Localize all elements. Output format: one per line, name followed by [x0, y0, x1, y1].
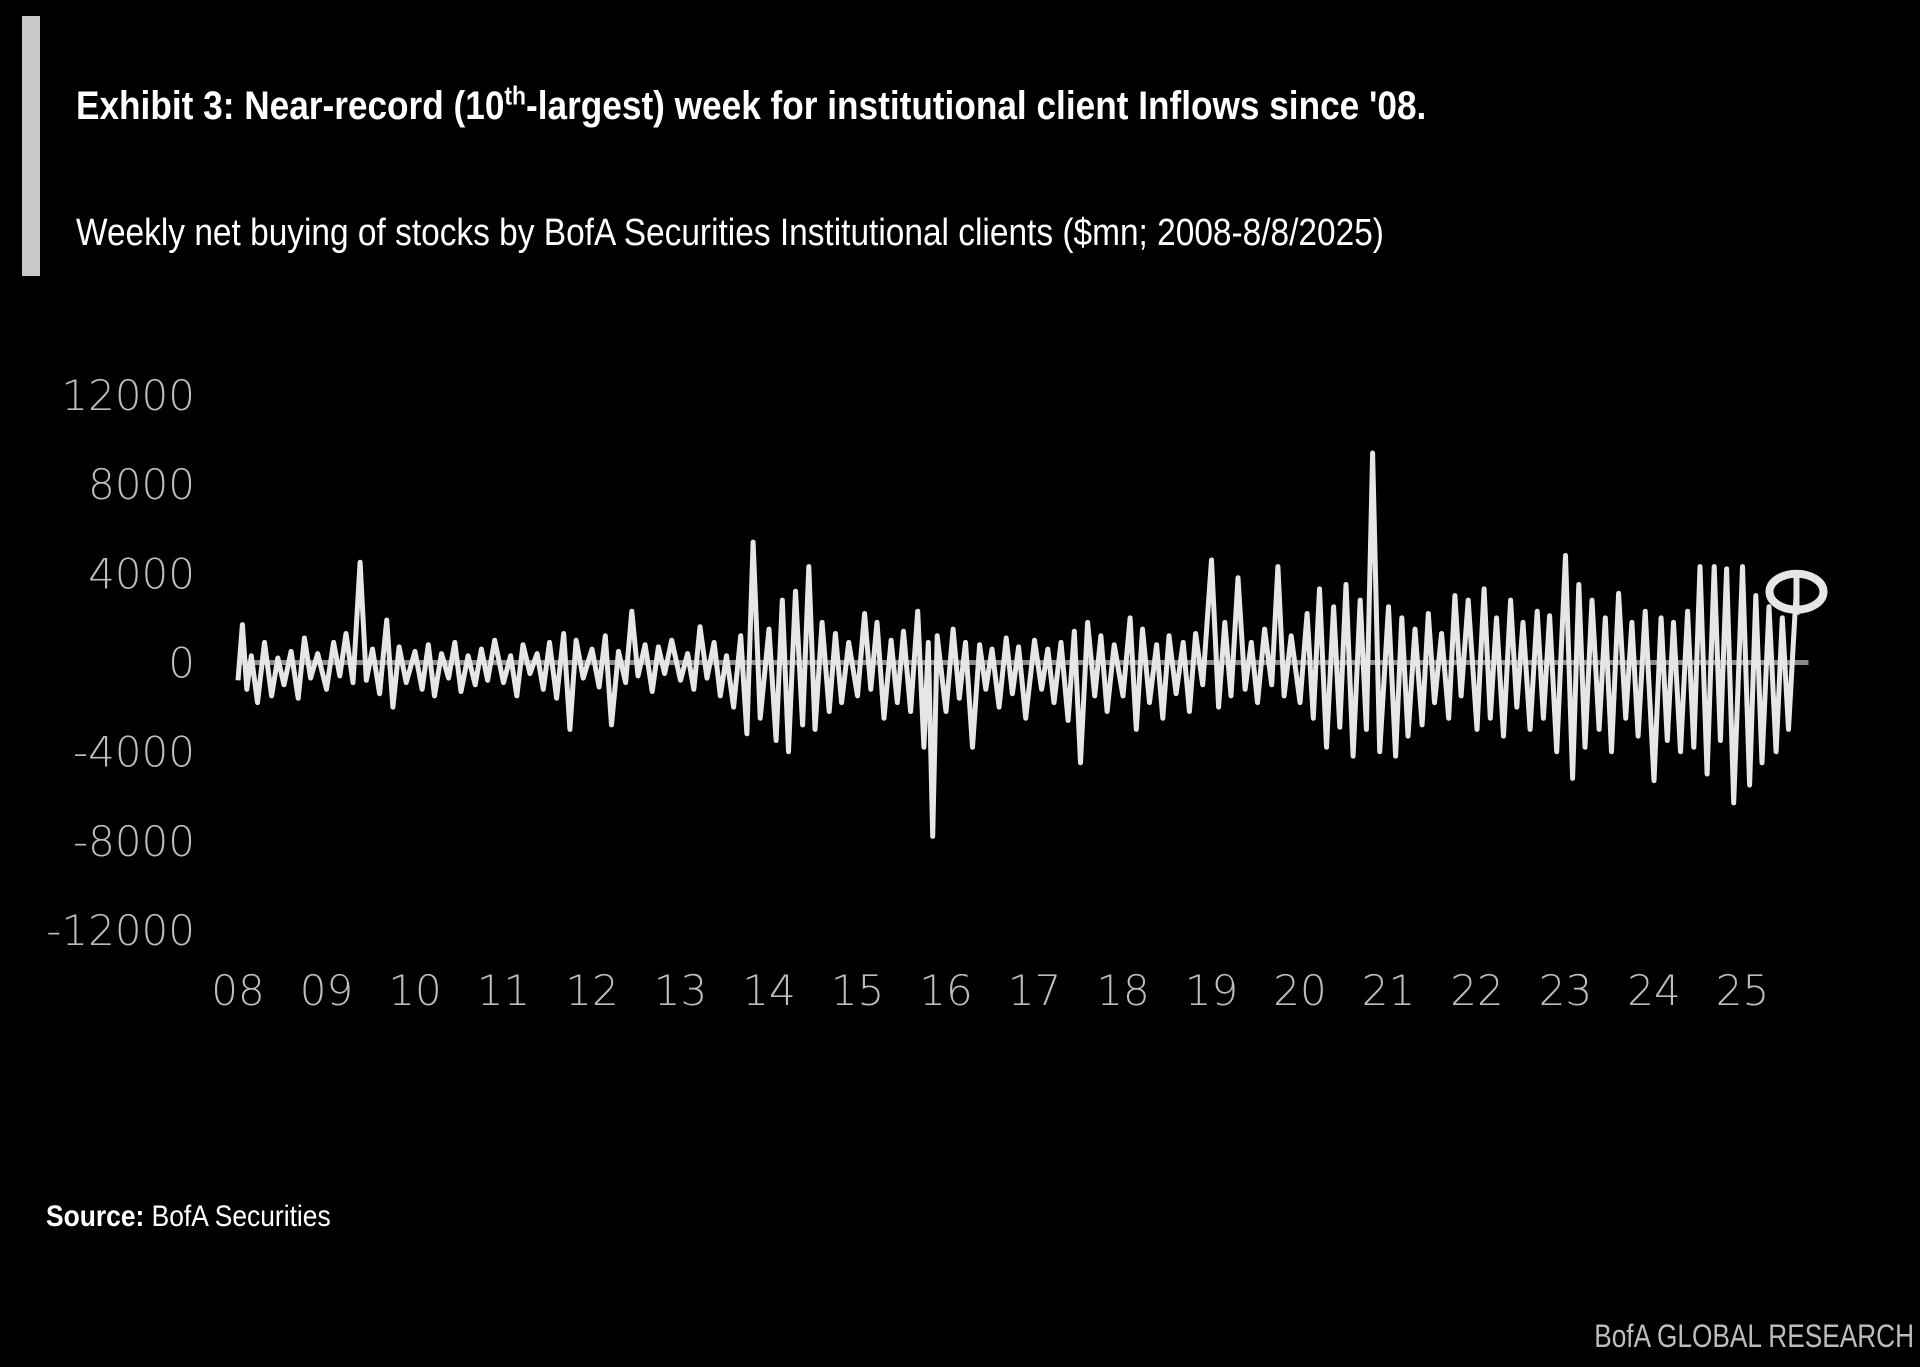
accent-bar: [22, 16, 40, 276]
x-tick-label: 24: [1627, 966, 1680, 1015]
y-tick-label: 0: [168, 639, 195, 688]
source-label: Source:: [46, 1200, 145, 1233]
x-tick-label: 18: [1096, 966, 1149, 1015]
chart-subtitle: Weekly net buying of stocks by BofA Secu…: [76, 212, 1384, 254]
branding-label: BofA GLOBAL RESEARCH: [1594, 1318, 1914, 1354]
y-tick-label: 8000: [88, 460, 195, 509]
x-tick-label: 08: [211, 966, 264, 1015]
x-tick-label: 15: [831, 966, 884, 1015]
x-tick-label: 25: [1716, 966, 1769, 1015]
x-tick-label: 19: [1185, 966, 1238, 1015]
x-tick-label: 12: [565, 966, 618, 1015]
x-tick-label: 10: [388, 966, 441, 1015]
x-tick-label: 13: [654, 966, 707, 1015]
chart-title: Exhibit 3: Near-record (10th-largest) we…: [76, 80, 1427, 128]
y-tick-label: -12000: [46, 906, 195, 955]
y-tick-label: -4000: [73, 728, 195, 777]
x-axis-ticks: 08 09 10 11 12 13 14 15 16 17 18 19 20 21 22 23 24 25: [211, 966, 1769, 1015]
y-tick-label: 4000: [88, 549, 195, 598]
x-tick-label: 09: [300, 966, 353, 1015]
x-tick-label: 17: [1008, 966, 1061, 1015]
y-tick-label: 12000: [61, 371, 195, 420]
x-tick-label: 21: [1362, 966, 1415, 1015]
x-tick-label: 14: [742, 966, 795, 1015]
y-tick-label: -8000: [73, 817, 195, 866]
x-tick-label: 23: [1539, 966, 1592, 1015]
series-line-net-buying: [235, 450, 1799, 839]
x-tick-label: 11: [477, 966, 530, 1015]
source-value: BofA Securities: [144, 1200, 331, 1233]
source-note: Source: BofA Securities: [46, 1200, 331, 1234]
chart: 12000 8000 4000 0 -4000 -8000 -12000 08 09 10 11 1…: [46, 371, 1828, 1015]
title-superscript: th: [504, 80, 527, 111]
x-tick-label: 16: [919, 966, 972, 1015]
x-tick-label: 20: [1273, 966, 1326, 1015]
y-axis-ticks: 12000 8000 4000 0 -4000 -8000 -12000: [46, 371, 195, 955]
x-tick-label: 22: [1450, 966, 1503, 1015]
